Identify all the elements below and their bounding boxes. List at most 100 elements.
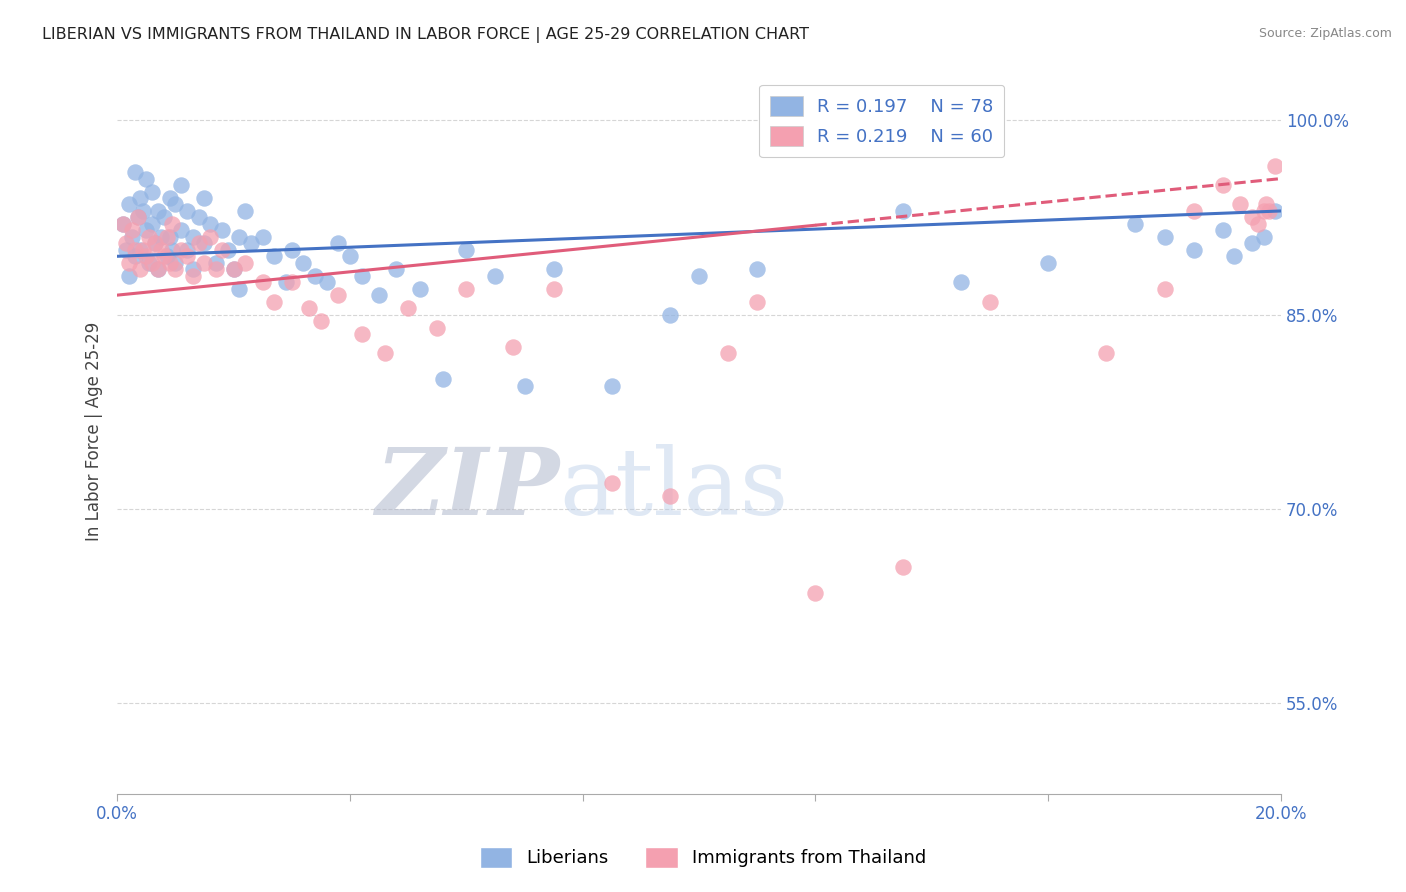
Liberians bbox=[200, 217, 222, 231]
Liberians bbox=[292, 256, 315, 270]
Immigrants from Thailand bbox=[426, 320, 449, 334]
Immigrants from Thailand bbox=[127, 211, 149, 225]
Liberians bbox=[1253, 230, 1275, 244]
Liberians bbox=[1223, 249, 1246, 263]
Immigrants from Thailand bbox=[298, 301, 321, 315]
Liberians bbox=[176, 243, 198, 257]
Immigrants from Thailand bbox=[187, 236, 209, 251]
Liberians bbox=[118, 268, 141, 283]
Immigrants from Thailand bbox=[200, 230, 222, 244]
Liberians bbox=[124, 165, 146, 179]
Immigrants from Thailand bbox=[263, 294, 285, 309]
Liberians bbox=[132, 204, 155, 219]
Liberians bbox=[315, 275, 337, 289]
Liberians bbox=[274, 275, 297, 289]
Immigrants from Thailand bbox=[374, 346, 396, 360]
Liberians bbox=[159, 230, 181, 244]
Liberians bbox=[339, 249, 361, 263]
Liberians bbox=[138, 256, 160, 270]
Immigrants from Thailand bbox=[1095, 346, 1118, 360]
Immigrants from Thailand bbox=[600, 475, 623, 490]
Immigrants from Thailand bbox=[396, 301, 419, 315]
Liberians bbox=[135, 223, 157, 237]
Liberians bbox=[217, 243, 239, 257]
Immigrants from Thailand bbox=[1258, 204, 1281, 219]
Immigrants from Thailand bbox=[211, 243, 233, 257]
Immigrants from Thailand bbox=[138, 230, 160, 244]
Immigrants from Thailand bbox=[121, 223, 143, 237]
Liberians bbox=[385, 262, 408, 277]
Liberians bbox=[193, 236, 215, 251]
Liberians bbox=[432, 372, 454, 386]
Liberians bbox=[600, 378, 623, 392]
Liberians bbox=[149, 230, 172, 244]
Liberians bbox=[141, 217, 163, 231]
Liberians bbox=[222, 262, 245, 277]
Immigrants from Thailand bbox=[115, 236, 138, 251]
Liberians bbox=[350, 268, 373, 283]
Liberians bbox=[328, 236, 350, 251]
Liberians bbox=[659, 308, 682, 322]
Immigrants from Thailand bbox=[659, 489, 682, 503]
Liberians bbox=[181, 262, 204, 277]
Immigrants from Thailand bbox=[165, 262, 187, 277]
Liberians bbox=[228, 282, 250, 296]
Liberians bbox=[543, 262, 565, 277]
Liberians bbox=[304, 268, 326, 283]
Liberians bbox=[165, 256, 187, 270]
Liberians bbox=[111, 217, 134, 231]
Liberians bbox=[1182, 243, 1205, 257]
Liberians bbox=[211, 223, 233, 237]
Liberians bbox=[156, 249, 179, 263]
Immigrants from Thailand bbox=[281, 275, 304, 289]
Immigrants from Thailand bbox=[328, 288, 350, 302]
Liberians bbox=[409, 282, 432, 296]
Immigrants from Thailand bbox=[1247, 217, 1270, 231]
Immigrants from Thailand bbox=[152, 249, 174, 263]
Immigrants from Thailand bbox=[891, 560, 914, 574]
Immigrants from Thailand bbox=[456, 282, 478, 296]
Liberians bbox=[949, 275, 972, 289]
Immigrants from Thailand bbox=[1153, 282, 1175, 296]
Liberians bbox=[263, 249, 285, 263]
Immigrants from Thailand bbox=[170, 243, 193, 257]
Immigrants from Thailand bbox=[156, 230, 179, 244]
Immigrants from Thailand bbox=[543, 282, 565, 296]
Liberians bbox=[1038, 256, 1060, 270]
Immigrants from Thailand bbox=[146, 262, 169, 277]
Immigrants from Thailand bbox=[502, 340, 524, 354]
Liberians bbox=[129, 191, 152, 205]
Immigrants from Thailand bbox=[193, 256, 215, 270]
Immigrants from Thailand bbox=[118, 256, 141, 270]
Immigrants from Thailand bbox=[1182, 204, 1205, 219]
Immigrants from Thailand bbox=[181, 268, 204, 283]
Liberians bbox=[127, 211, 149, 225]
Liberians bbox=[121, 230, 143, 244]
Immigrants from Thailand bbox=[252, 275, 274, 289]
Immigrants from Thailand bbox=[979, 294, 1001, 309]
Liberians bbox=[1240, 236, 1263, 251]
Liberians bbox=[129, 243, 152, 257]
Liberians bbox=[187, 211, 209, 225]
Liberians bbox=[368, 288, 391, 302]
Immigrants from Thailand bbox=[1240, 211, 1263, 225]
Liberians bbox=[1264, 204, 1286, 219]
Liberians bbox=[115, 243, 138, 257]
Liberians bbox=[891, 204, 914, 219]
Liberians bbox=[146, 204, 169, 219]
Liberians bbox=[205, 256, 228, 270]
Liberians bbox=[176, 204, 198, 219]
Liberians bbox=[252, 230, 274, 244]
Liberians bbox=[162, 243, 184, 257]
Immigrants from Thailand bbox=[1253, 204, 1275, 219]
Immigrants from Thailand bbox=[176, 249, 198, 263]
Immigrants from Thailand bbox=[804, 586, 827, 600]
Immigrants from Thailand bbox=[205, 262, 228, 277]
Immigrants from Thailand bbox=[1264, 159, 1286, 173]
Liberians bbox=[170, 178, 193, 192]
Immigrants from Thailand bbox=[747, 294, 769, 309]
Liberians bbox=[228, 230, 250, 244]
Liberians bbox=[240, 236, 263, 251]
Legend: R = 0.197    N = 78, R = 0.219    N = 60: R = 0.197 N = 78, R = 0.219 N = 60 bbox=[759, 85, 1004, 157]
Immigrants from Thailand bbox=[162, 217, 184, 231]
